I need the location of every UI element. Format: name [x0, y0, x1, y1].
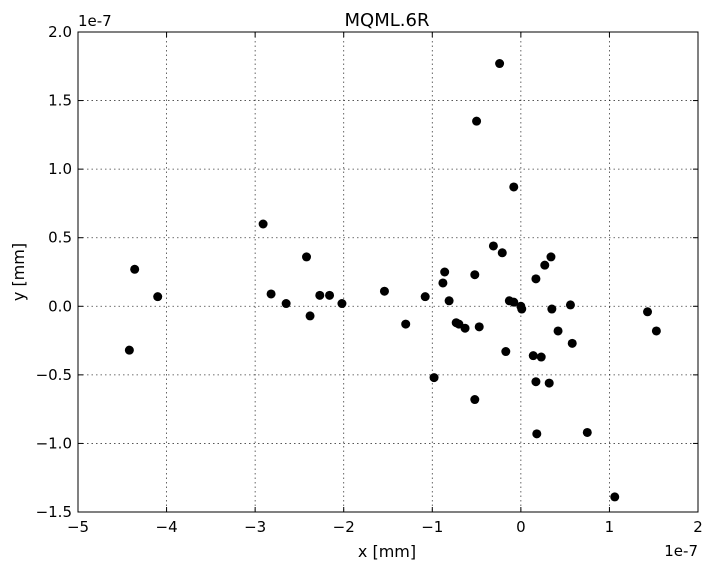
data-point — [401, 319, 411, 329]
data-point — [258, 219, 268, 229]
x-tick-label: 0 — [516, 518, 526, 536]
plot-area-frame — [77, 31, 699, 513]
data-point — [509, 182, 519, 192]
data-point — [531, 377, 541, 387]
data-point — [517, 304, 527, 314]
data-point — [444, 296, 454, 306]
data-point — [531, 274, 541, 284]
data-point — [281, 299, 291, 309]
data-point — [472, 116, 482, 126]
y-tick-label: 0.0 — [48, 297, 72, 315]
y-tick-labels: −1.5 −1.0 −0.5 0.0 0.5 1.0 1.5 2.0 — [36, 23, 72, 521]
data-point — [420, 292, 430, 302]
x-tick-label: −2 — [333, 518, 355, 536]
data-point — [582, 427, 592, 437]
data-point — [440, 267, 450, 277]
y-axis-label: y [mm] — [9, 243, 28, 301]
y-tick-label: 1.0 — [48, 160, 72, 178]
data-point — [470, 270, 480, 280]
data-point — [546, 252, 556, 262]
data-point — [567, 338, 577, 348]
data-point — [305, 311, 315, 321]
data-point — [565, 300, 575, 310]
data-point — [325, 290, 335, 300]
x-tick-label: −5 — [67, 518, 89, 536]
data-point — [553, 326, 563, 336]
y-axis-offset-text: 1e-7 — [78, 12, 112, 30]
y-tick-label: 1.5 — [48, 92, 72, 110]
data-point — [379, 286, 389, 296]
data-point — [315, 290, 325, 300]
y-tick-label: 0.5 — [48, 229, 72, 247]
x-tick-label: −3 — [244, 518, 266, 536]
x-tick-label: −4 — [156, 518, 178, 536]
y-tick-label: 2.0 — [48, 23, 72, 41]
x-tick-labels: −5 −4 −3 −2 −1 0 1 2 — [67, 518, 703, 536]
x-tick-label: −1 — [421, 518, 443, 536]
data-point — [266, 289, 276, 299]
x-axis-offset-text: 1e-7 — [664, 542, 698, 560]
data-point — [124, 345, 134, 355]
data-point — [610, 492, 620, 502]
x-axis-label: x [mm] — [358, 542, 416, 561]
chart-title: MQML.6R — [345, 10, 430, 31]
data-point — [302, 252, 312, 262]
data-point — [495, 59, 505, 69]
axis-ticks — [77, 31, 699, 513]
y-tick-label: −1.0 — [36, 434, 72, 452]
y-tick-label: −0.5 — [36, 366, 72, 384]
data-point — [536, 352, 546, 362]
data-point — [438, 278, 448, 288]
data-point — [460, 323, 470, 333]
data-point — [540, 260, 550, 270]
data-point — [474, 322, 484, 332]
data-point — [130, 264, 140, 274]
data-point — [429, 373, 439, 383]
data-point — [643, 307, 653, 317]
data-point — [509, 297, 519, 307]
data-points — [124, 59, 661, 502]
grid-lines — [78, 32, 698, 512]
data-point — [488, 241, 498, 251]
data-point — [547, 304, 557, 314]
y-tick-label: −1.5 — [36, 503, 72, 521]
data-point — [651, 326, 661, 336]
data-point — [470, 395, 480, 405]
data-point — [532, 429, 542, 439]
data-point — [153, 292, 163, 302]
x-tick-label: 2 — [693, 518, 703, 536]
data-point — [337, 299, 347, 309]
data-point — [528, 351, 538, 361]
data-point — [544, 378, 554, 388]
data-point — [497, 248, 507, 258]
x-tick-label: 1 — [605, 518, 615, 536]
data-point — [501, 347, 511, 357]
